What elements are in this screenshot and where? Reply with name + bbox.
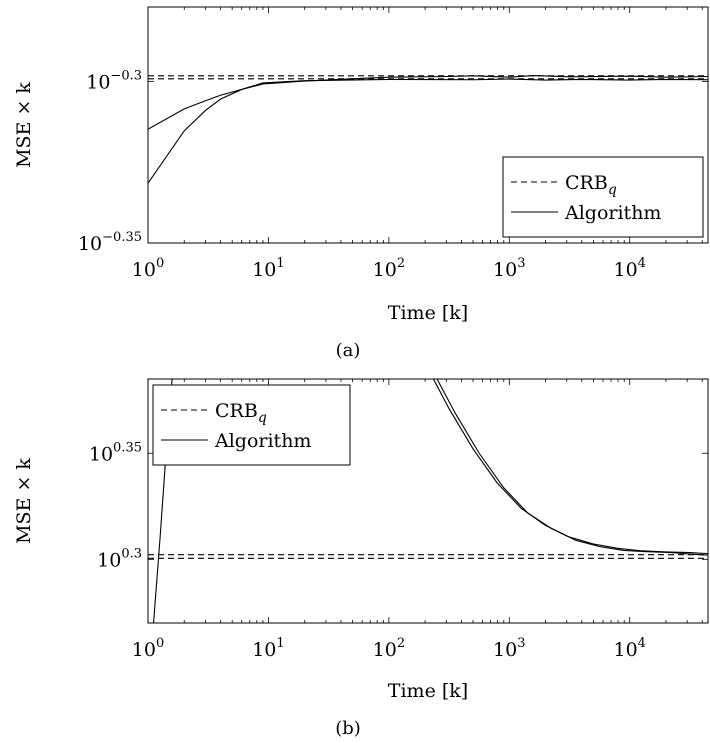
legend-label: Algorithm (564, 202, 661, 224)
plot-frame (147, 378, 709, 624)
algorithm-line (148, 78, 708, 184)
x-tick-label: 102 (373, 636, 405, 661)
x-tick-label: 103 (493, 256, 525, 281)
figure-caption: (a) (336, 340, 361, 361)
legend: CRBq Algorithm (502, 156, 704, 238)
legend: CRBq Algorithm (152, 384, 351, 466)
plot-frame (147, 6, 709, 244)
x-tick-label: 102 (373, 256, 405, 281)
x-tick-label: 101 (252, 256, 284, 281)
y-tick-label: 100.35 (89, 440, 142, 465)
chart-panel-a: 100 101 102 103 104 10−0.35 10−0.3 CRBq Algorith… (13, 6, 709, 361)
y-tick-label: 100.3 (97, 546, 142, 571)
legend-label: Algorithm (214, 430, 311, 452)
figure-caption: (b) (335, 718, 361, 739)
x-tick-label: 101 (252, 636, 284, 661)
y-axis-label: MSE × k (13, 82, 35, 168)
x-tick-label: 100 (132, 636, 164, 661)
x-axis-label: Time [k] (388, 302, 468, 324)
x-tick-label: 104 (613, 256, 645, 281)
series-group (148, 74, 708, 184)
series-group (148, 379, 708, 623)
y-axis-label: MSE × k (13, 458, 35, 544)
chart-panel-b: 100 101 102 103 104 100.3 100.35 CRBq Algorithm T… (13, 378, 709, 739)
x-tick-label: 104 (613, 636, 645, 661)
x-tick-label: 100 (132, 256, 164, 281)
x-tick-label: 103 (493, 636, 525, 661)
legend-label: CRBq (565, 172, 617, 198)
algorithm-line (436, 379, 708, 556)
legend-box (152, 384, 351, 466)
x-axis-label: Time [k] (388, 680, 468, 702)
legend-box (502, 156, 704, 238)
y-tick-label: 10−0.3 (86, 68, 142, 93)
legend-label: CRBq (215, 400, 267, 426)
y-tick-label: 10−0.35 (78, 230, 142, 255)
algorithm-line (432, 379, 708, 555)
algorithm-line (148, 74, 708, 130)
